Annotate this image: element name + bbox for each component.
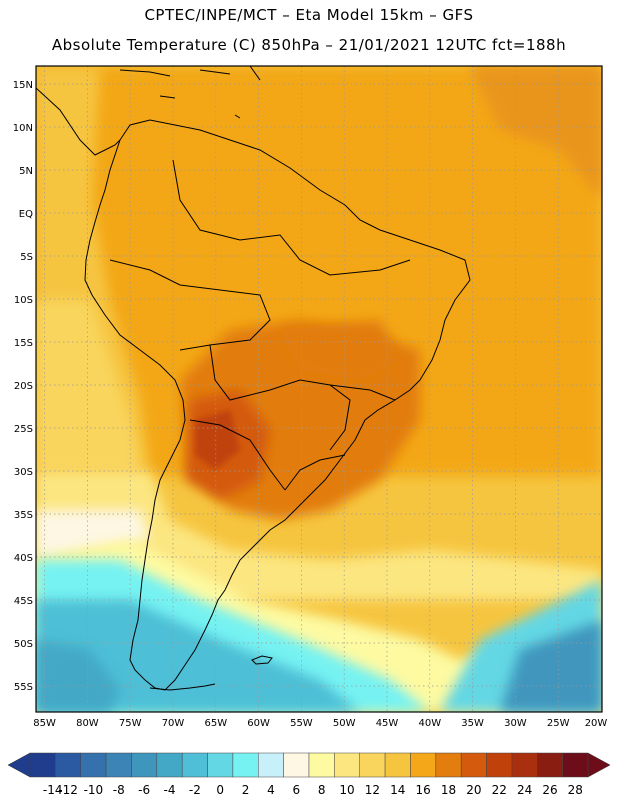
country-borders (109, 159, 411, 491)
lat-label: 10S (14, 295, 33, 306)
lat-label: 40S (14, 553, 33, 564)
colorbar-swatch (359, 752, 386, 778)
lat-label: 15S (14, 338, 33, 349)
colorbar-label: -6 (138, 783, 150, 797)
colorbar-swatch (410, 752, 437, 778)
colorbar-label: -2 (189, 783, 201, 797)
lon-label: 70W (162, 718, 185, 729)
central-america-coast (36, 87, 121, 156)
colorbar-label: 6 (292, 783, 300, 797)
colorbar-swatch (258, 752, 284, 778)
map-title-line-2: Absolute Temperature (C) 850hPa – 21/01/… (51, 36, 567, 54)
caribbean-islands (119, 66, 261, 119)
coastlines (36, 66, 471, 691)
colorbar-swatch (511, 752, 538, 778)
lat-label: 30S (14, 467, 33, 478)
colorbar-label: -12 (58, 783, 78, 797)
colorbar-swatch (308, 752, 335, 778)
colorbar-swatch (562, 752, 589, 778)
colorbar-swatch (460, 752, 487, 778)
color-scale-bar: -14-12 -10 -8 -6 -4 -2 0 2 4 6 8 10 12 14 16 18 20 22 24 26… (7, 752, 611, 797)
lat-label: 55S (14, 682, 33, 693)
colorbar-swatch (384, 752, 411, 778)
map-frame (35, 65, 603, 713)
colorbar-swatch (435, 752, 462, 778)
colorbar-label: 2 (242, 783, 250, 797)
lon-label: 65W (204, 718, 227, 729)
colorbar-label: -4 (164, 783, 176, 797)
colorbar-right-arrow (587, 752, 611, 778)
lon-label: 75W (119, 718, 142, 729)
lat-label: 20S (14, 381, 33, 392)
lat-label: 50S (14, 639, 33, 650)
colorbar-left-arrow (7, 752, 31, 778)
colorbar-swatch (131, 752, 158, 778)
lon-label: 40W (418, 718, 441, 729)
lon-label: 20W (585, 718, 608, 729)
colorbar-swatch (334, 752, 360, 778)
colorbar-swatch (156, 752, 183, 778)
south-america-coast (84, 119, 471, 691)
lon-label: 45W (376, 718, 399, 729)
lat-label: 15N (13, 80, 33, 91)
colorbar-label: 8 (318, 783, 326, 797)
latitude-labels: 15N 10N 5N EQ 5S 10S 15S 20S 25S 30S 35S… (13, 80, 33, 693)
colorbar-swatch (105, 752, 132, 778)
lat-label: 5N (19, 166, 33, 177)
colorbar-swatch (486, 752, 513, 778)
map-title-line-1: CPTEC/INPE/MCT – Eta Model 15km – GFS (144, 6, 474, 24)
colorbar-swatch (283, 752, 310, 778)
lat-label: 5S (20, 252, 33, 263)
colorbar-swatch (29, 752, 56, 778)
colorbar-swatch (55, 752, 81, 778)
lon-label: 25W (547, 718, 570, 729)
colorbar-label: 14 (390, 783, 405, 797)
colorbar-label: 20 (466, 783, 481, 797)
colorbar-swatch (80, 752, 107, 778)
lon-label: 35W (461, 718, 484, 729)
colorbar-label: 4 (267, 783, 275, 797)
colorbar-cells (29, 752, 589, 778)
colorbar-label: 24 (517, 783, 532, 797)
temperature-map: 15N 10N 5N EQ 5S 10S 15S 20S 25S 30S 35S… (13, 65, 607, 729)
colorbar-swatch (207, 752, 234, 778)
colorbar-label: 10 (339, 783, 354, 797)
colorbar-label: 16 (415, 783, 430, 797)
lon-label: 30W (504, 718, 527, 729)
colorbar-swatch (232, 752, 259, 778)
colorbar-label: 22 (492, 783, 507, 797)
colorbar-label: -8 (113, 783, 125, 797)
colorbar-label: 28 (568, 783, 583, 797)
colorbar-labels: -14-12 -10 -8 -6 -4 -2 0 2 4 6 8 10 12 14 16 18 20 22 24 26… (43, 783, 583, 797)
lon-label: 50W (333, 718, 356, 729)
colorbar-label: 12 (365, 783, 380, 797)
colorbar-swatch (537, 752, 563, 778)
tierra-del-fuego (149, 683, 216, 691)
lat-label: EQ (19, 209, 33, 220)
colorbar-label: -14 (43, 783, 63, 797)
colorbar-label: 0 (216, 783, 224, 797)
lon-label: 60W (247, 718, 270, 729)
lat-label: 45S (14, 596, 33, 607)
lon-label: 80W (76, 718, 99, 729)
colorbar-label: -10 (84, 783, 104, 797)
colorbar-label: 26 (542, 783, 557, 797)
colorbar-swatch (181, 752, 208, 778)
colorbar-label: 18 (441, 783, 456, 797)
lon-label: 55W (290, 718, 313, 729)
falkland-islands (251, 655, 273, 665)
lat-label: 25S (14, 424, 33, 435)
temperature-field (36, 66, 602, 712)
lon-label: 85W (33, 718, 56, 729)
longitude-labels: 85W 80W 75W 70W 65W 60W 55W 50W 45W 40W … (33, 718, 607, 729)
lat-label: 10N (13, 123, 33, 134)
lat-label: 35S (14, 510, 33, 521)
